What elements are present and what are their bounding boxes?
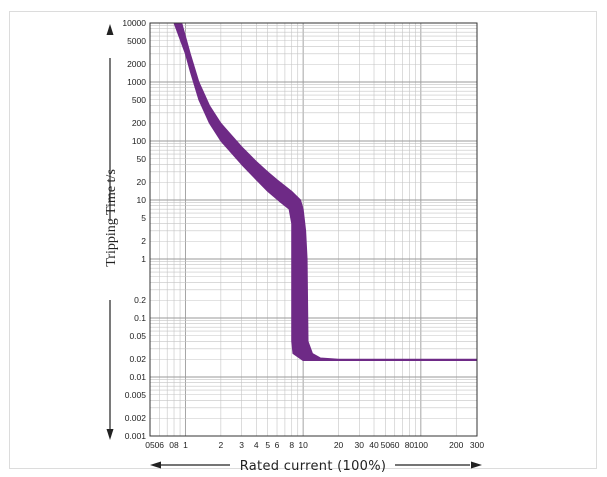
y-tick-label: 5: [141, 213, 146, 223]
y-tick-label: 0.02: [129, 354, 146, 364]
figure-frame: [9, 11, 597, 469]
x-tick-label: 5: [265, 440, 270, 450]
y-tick-label: 10000: [122, 18, 146, 28]
x-axis-arrow: [150, 461, 482, 469]
x-tick-label: 60: [390, 440, 400, 450]
x-tick-label: 05: [145, 440, 155, 450]
tripping-band: [173, 22, 478, 362]
y-tick-label: 20: [137, 177, 147, 187]
x-tick-label: 200: [449, 440, 463, 450]
y-axis-arrow: [106, 24, 114, 440]
x-tick-label: 10: [298, 440, 308, 450]
y-tick-label: 10: [137, 195, 147, 205]
x-tick-label: 08: [169, 440, 179, 450]
x-tick-label: 2: [218, 440, 223, 450]
y-tick-label: 1: [141, 254, 146, 264]
x-tick-label: 100: [414, 440, 428, 450]
x-tick-label: 8: [289, 440, 294, 450]
y-tick-label: 500: [132, 95, 146, 105]
y-tick-label: 50: [137, 154, 147, 164]
x-tick-label: 3: [239, 440, 244, 450]
y-tick-label: 2000: [127, 59, 146, 69]
x-tick-label: 6: [275, 440, 280, 450]
plot-border: [149, 22, 478, 437]
y-tick-label: 0.1: [134, 313, 146, 323]
x-tick-label: 4: [254, 440, 259, 450]
tripping-band-layer: [173, 22, 478, 362]
x-tick-label: 20: [334, 440, 344, 450]
x-tick-labels: 05 06 08 1 2 3 4 5 6 8 10 20 30 40 50 60 80 100 200 300: [145, 440, 484, 450]
x-axis-title: Rated current (100%): [240, 459, 387, 474]
y-tick-label: 0.005: [125, 390, 147, 400]
y-tick-label: 5000: [127, 36, 146, 46]
y-tick-label: 1000: [127, 77, 146, 87]
x-tick-label: 80: [405, 440, 415, 450]
x-tick-label: 50: [381, 440, 391, 450]
y-axis-title: Tripping Time t/s: [104, 169, 119, 267]
x-tick-label: 06: [155, 440, 165, 450]
y-tick-label: 0.01: [129, 372, 146, 382]
y-tick-label: 200: [132, 118, 146, 128]
y-tick-label: 0.2: [134, 295, 146, 305]
y-tick-label: 0.05: [129, 331, 146, 341]
x-tick-label: 1: [183, 440, 188, 450]
x-tick-label: 40: [369, 440, 379, 450]
x-tick-label: 30: [355, 440, 365, 450]
y-tick-label: 2: [141, 236, 146, 246]
y-tick-labels: 10000 5000 2000 1000 500 200 100 50 20 10 5 2 1 0.2 0.…: [122, 18, 146, 441]
y-tick-label: 0.002: [125, 413, 147, 423]
y-tick-label: 100: [132, 136, 146, 146]
y-tick-label: 0.001: [125, 431, 147, 441]
x-tick-label: 300: [470, 440, 484, 450]
